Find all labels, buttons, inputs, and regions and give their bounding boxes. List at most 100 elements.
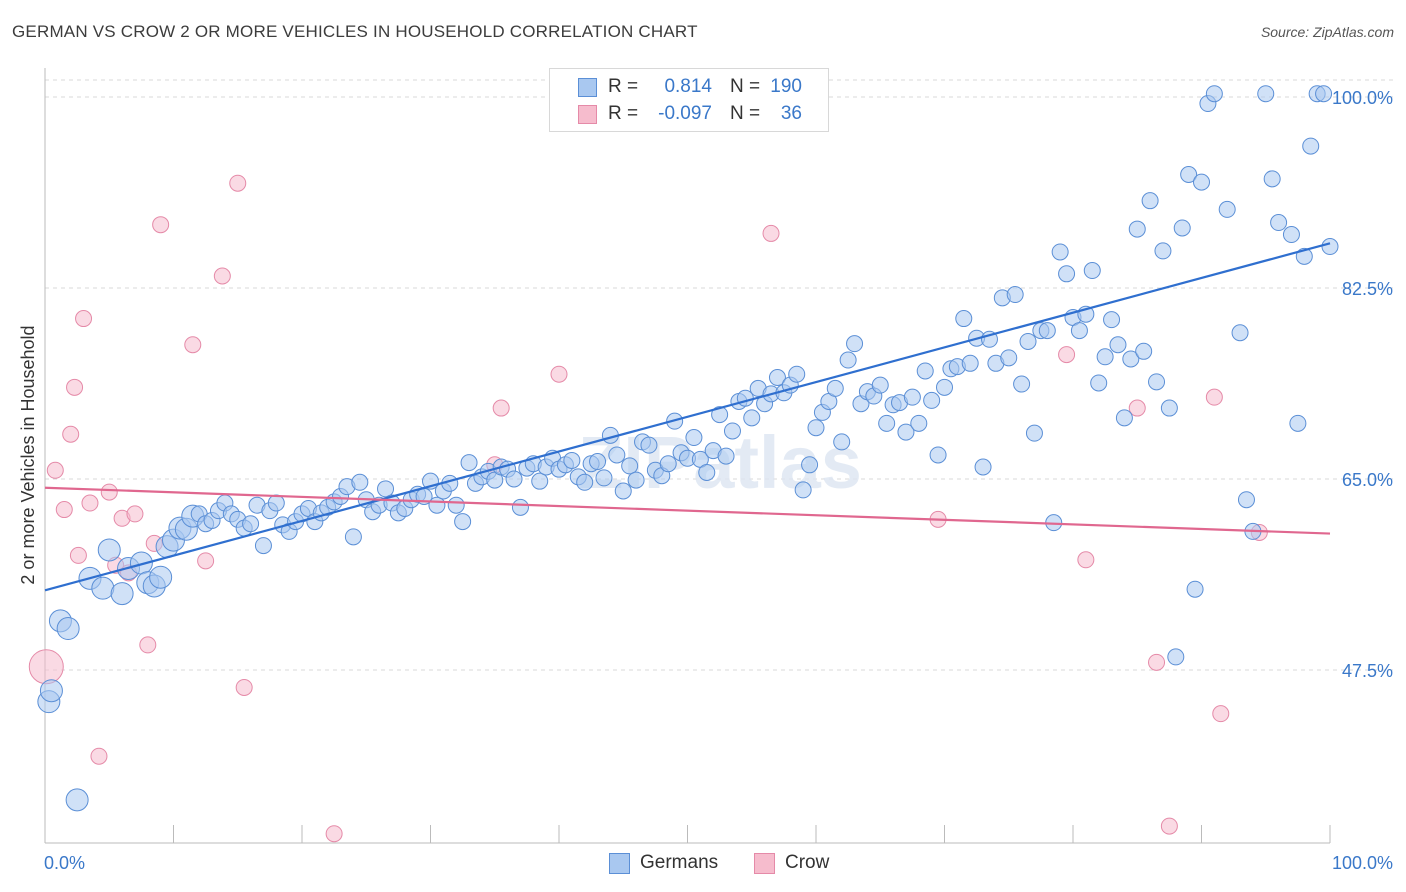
german-point — [149, 565, 173, 589]
legend-r-value: -0.097 — [658, 103, 712, 124]
crow-point — [66, 378, 84, 396]
german-point — [1148, 373, 1166, 391]
german-point — [1237, 491, 1255, 509]
legend-n-value: 190 — [770, 76, 802, 97]
german-point — [1115, 409, 1133, 427]
axes — [44, 68, 1331, 844]
german-point — [878, 414, 896, 432]
legend-n-value: 36 — [780, 103, 802, 124]
german-point — [1160, 399, 1178, 417]
german-point — [267, 494, 285, 512]
german-point — [39, 679, 63, 703]
legend-swatch-germans — [578, 78, 597, 97]
german-point — [871, 376, 889, 394]
crow-point — [197, 552, 215, 570]
german-point — [1070, 322, 1088, 340]
german-point — [1000, 349, 1018, 367]
german-point — [1038, 322, 1056, 340]
german-point — [936, 378, 953, 396]
y-tick-label: 82.5% — [1342, 279, 1393, 299]
german-point — [1128, 220, 1146, 238]
crow-point — [235, 678, 253, 696]
crow-point — [90, 747, 108, 765]
german-point — [65, 788, 89, 812]
german-point — [1180, 165, 1198, 183]
german-point — [1013, 375, 1031, 393]
german-point — [698, 463, 716, 481]
crow-point — [81, 494, 99, 512]
crow-point — [325, 825, 343, 843]
german-point — [377, 480, 395, 498]
german-point — [955, 310, 973, 328]
german-point — [1231, 324, 1249, 342]
german-point — [1051, 243, 1069, 261]
german-point — [897, 423, 915, 441]
german-point — [608, 446, 626, 464]
german-point — [1167, 648, 1185, 666]
german-point — [1173, 219, 1191, 237]
german-point — [460, 454, 478, 472]
legend-r-label: R = — [608, 76, 639, 97]
tick-labels: 47.5% 65.0% 82.5% 100.0% 0.0% 100.0% — [44, 88, 1393, 873]
german-point — [531, 472, 549, 490]
german-point — [916, 362, 934, 380]
german-point — [1263, 170, 1281, 188]
german-point — [1321, 238, 1339, 256]
german-point — [711, 406, 729, 424]
german-point — [961, 354, 979, 372]
bottom-legend-swatch-germans — [609, 853, 630, 874]
german-point — [794, 481, 812, 499]
german-point — [1019, 332, 1037, 350]
stats-legend: R = 0.814 N = 190 R = -0.097 N = 36 — [549, 68, 829, 132]
german-point — [1193, 173, 1210, 191]
german-point — [1141, 192, 1159, 210]
german-point — [903, 388, 921, 406]
legend-row-crow: R = -0.097 N = 36 — [550, 101, 828, 127]
german-point — [1096, 348, 1114, 366]
crow-point — [46, 461, 64, 479]
german-point — [974, 458, 992, 476]
x-tick-label: 0.0% — [44, 853, 85, 873]
german-point — [839, 351, 857, 369]
german-point — [1103, 311, 1121, 329]
german-point — [344, 528, 362, 546]
german-point — [1154, 242, 1172, 260]
german-point — [717, 447, 735, 465]
german-point — [1109, 336, 1127, 354]
crow-point — [1212, 705, 1230, 723]
crow-point — [184, 336, 202, 354]
crow-point — [62, 425, 80, 443]
chart-source: Source: ZipAtlas.com — [1260, 24, 1394, 40]
german-point — [1122, 350, 1140, 368]
german-point — [807, 419, 825, 437]
german-point — [110, 582, 134, 606]
german-point — [242, 515, 260, 533]
crow-point — [1128, 399, 1146, 417]
german-point — [1289, 414, 1307, 432]
y-tick-label: 65.0% — [1342, 470, 1393, 490]
crow-point — [1058, 346, 1076, 364]
german-point — [1302, 137, 1320, 155]
german-point — [923, 391, 941, 409]
german-point — [801, 456, 819, 474]
crow-point — [229, 174, 247, 192]
german-point — [1205, 85, 1223, 103]
german-point — [929, 446, 947, 464]
german-point — [1186, 580, 1204, 598]
german-point — [1270, 214, 1288, 232]
german-point — [589, 453, 607, 471]
german-point — [56, 617, 80, 641]
crow-point — [1148, 653, 1166, 671]
german-point — [627, 471, 645, 489]
bottom-legend-crow: Crow — [785, 852, 830, 873]
german-point — [910, 414, 928, 432]
german-point — [1218, 200, 1236, 218]
german-point — [1282, 226, 1300, 244]
trend-lines — [44, 242, 1331, 592]
german-point — [576, 473, 594, 491]
german-point — [595, 469, 613, 487]
crow-point — [213, 267, 231, 285]
bottom-legend-germans: Germans — [640, 852, 719, 873]
german-point — [454, 513, 472, 531]
legend-n-label: N = — [730, 76, 761, 97]
